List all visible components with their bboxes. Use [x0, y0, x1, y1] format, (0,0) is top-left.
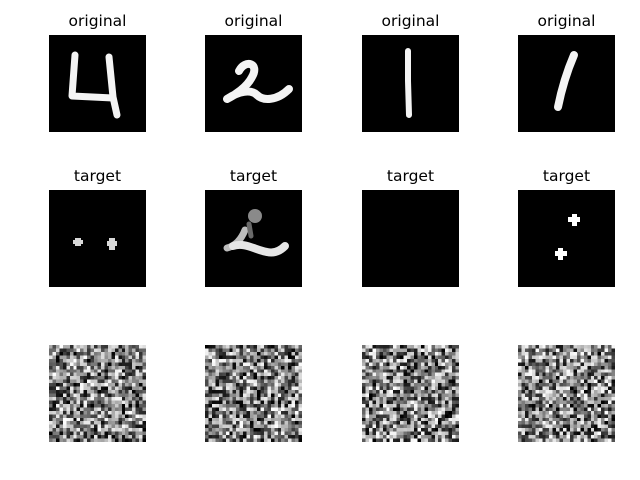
digit-image-1 [518, 35, 615, 132]
panel-title: target [73, 167, 122, 185]
noise-image [49, 345, 146, 442]
panel-noise-3 [362, 0, 459, 480]
panel-title: original [224, 12, 283, 30]
panel-title: target [542, 167, 591, 185]
target-image [205, 190, 302, 287]
panel-original-2: original [205, 0, 302, 480]
digit-image-4 [49, 35, 146, 132]
panel-noise-2 [205, 0, 302, 480]
panel-target-3: target [362, 0, 459, 480]
target-image [362, 190, 459, 287]
panel-noise-1 [49, 0, 146, 480]
panel-noise-4 [518, 0, 615, 480]
panel-target-1: target [49, 0, 146, 480]
panel-original-1a: original [362, 0, 459, 480]
panel-target-4: target [518, 0, 615, 480]
panel-original-1b: original [518, 0, 615, 480]
panel-title: original [68, 12, 127, 30]
target-image [49, 190, 146, 287]
panel-title: target [386, 167, 435, 185]
digit-image-1 [362, 35, 459, 132]
noise-image [518, 345, 615, 442]
digit-image-2 [205, 35, 302, 132]
panel-original-4: original [49, 0, 146, 480]
noise-image [205, 345, 302, 442]
panel-title: target [229, 167, 278, 185]
noise-image [362, 345, 459, 442]
panel-target-2: target [205, 0, 302, 480]
panel-title: original [537, 12, 596, 30]
target-image [518, 190, 615, 287]
panel-title: original [381, 12, 440, 30]
